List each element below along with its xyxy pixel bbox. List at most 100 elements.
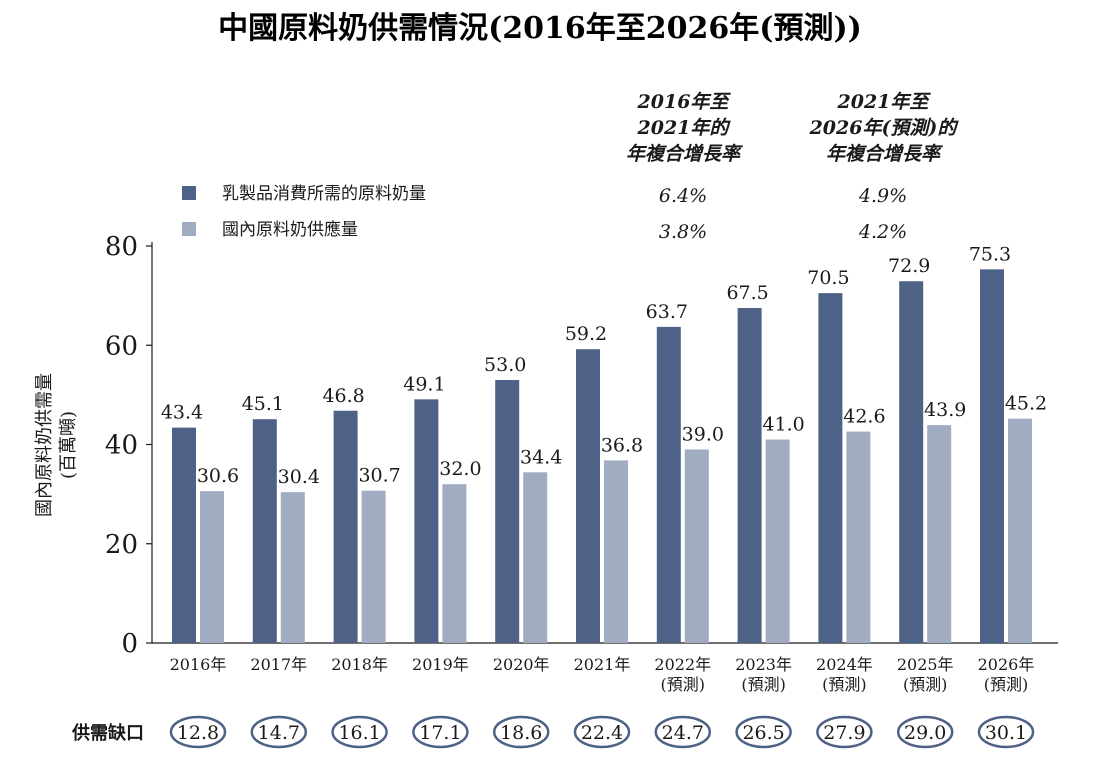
bar-demand [980,269,1004,643]
data-label-demand: 49.1 [403,373,445,395]
cagr-header-line: 年複合增長率 [826,143,943,165]
x-tick-label: 2021年 [574,655,631,674]
cagr-header-line: 2021年至 [837,91,932,113]
x-tick-label: (預測) [741,675,786,694]
gap-value: 16.1 [338,722,380,744]
legend-label-supply: 國內原料奶供應量 [222,219,358,240]
gap-oval [492,715,550,749]
cagr-value: 3.8% [659,221,707,243]
data-label-demand: 67.5 [726,282,768,304]
gap-value: 30.1 [985,722,1027,744]
gap-value: 14.7 [258,722,300,744]
data-label-supply: 30.4 [278,466,320,488]
gap-value: 27.9 [823,722,865,744]
cagr-header-line: 2026年(預測)的 [809,117,960,139]
x-tick-label: 2016年 [170,655,227,674]
gap-value: 12.8 [177,722,219,744]
gap-oval [250,715,308,749]
data-label-supply: 30.6 [197,465,239,487]
bar-supply [927,425,952,643]
gap-value: 17.1 [419,722,461,744]
data-label-supply: 30.7 [358,465,400,487]
data-label-supply: 41.0 [762,414,804,436]
x-tick-label: 2024年 [816,655,873,674]
bar-demand [737,308,762,643]
cagr-header-line: 年複合增長率 [626,143,743,165]
y-axis-title: 國內原料奶供需量 (百萬噸) [34,373,79,517]
gap-oval [977,715,1035,749]
gap-oval [816,715,873,749]
data-label-demand: 63.7 [646,301,688,323]
bar-demand [252,419,277,643]
bar-demand [818,293,843,643]
bar-supply [846,431,871,643]
gap-oval [654,715,712,749]
gap-value: 29.0 [904,722,946,744]
x-axis: 2016年 2017年 2018年 2019年 2020年 2021年 2022年(預測)2… [170,655,1035,694]
x-tick-label: 2023年 [735,655,792,674]
supply-demand-gap-row: 12.8 14.7 16.1 17.1 18.6 22.4 24.7 26.5 27.9 29.0… [71,715,1035,749]
bar-demand [414,399,439,643]
x-tick-label: 2022年 [654,655,711,674]
gap-value: 22.4 [581,722,623,744]
gap-oval [412,715,469,749]
legend-swatch-demand [182,186,196,200]
gap-oval [896,715,954,749]
bar-supply [604,460,628,643]
bar-supply [442,484,467,643]
data-label-demand: 46.8 [322,385,364,407]
bar-demand [656,326,681,643]
y-tick-label: 20 [105,530,138,560]
bar-supply [1008,418,1032,643]
y-tick-label: 60 [105,331,138,361]
data-label-demand: 75.3 [969,243,1011,265]
gap-row-label: 供需缺口 [71,722,144,744]
bar-supply [765,439,790,643]
y-axis-title-line: 國內原料奶供需量 [34,373,55,517]
x-tick-label: 2019年 [412,655,469,674]
gap-oval [331,715,388,749]
data-label-supply: 36.8 [601,434,643,456]
gap-oval [573,715,631,749]
data-label-demand: 45.1 [242,393,284,415]
bar-demand [899,281,924,643]
x-tick-label: 2017年 [250,655,307,674]
y-axis-label: 國內原料奶供需量 (百萬噸) [34,373,79,517]
bar-demand [172,427,196,643]
bar-demand [495,379,520,643]
bar-demand [576,349,600,643]
data-label-supply: 42.6 [843,406,885,428]
gap-oval [735,715,792,749]
y-tick-label: 0 [121,629,138,659]
x-tick-label: 2026年 [978,655,1035,674]
x-tick-label: 2020年 [493,655,550,674]
cagr-value: 4.9% [858,185,907,207]
data-label-supply: 34.4 [520,446,562,468]
data-label-demand: 70.5 [807,267,849,289]
bar-supply [280,492,305,643]
gap-value: 24.7 [662,722,704,744]
bar-supply [523,472,548,643]
bar-supply [200,491,224,643]
data-label-supply: 43.9 [924,399,966,421]
bar-supply [361,490,386,643]
data-label-supply: 45.2 [1005,393,1047,415]
gap-value: 18.6 [500,722,542,744]
legend-swatch-supply [182,222,196,236]
bar-supply [684,449,709,643]
cagr-header-line: 2016年至 [637,91,732,113]
bar-demand [333,410,358,643]
x-tick-label: (預測) [661,675,706,694]
gap-value: 26.5 [742,722,784,744]
bars: 43.4 30.6 45.1 30.4 46.8 30.7 49.1 32.0 53.0 34.4… [161,243,1047,643]
cagr-header-line: 2021年的 [637,117,732,139]
y-axis-title-line: (百萬噸) [58,411,79,479]
y-tick-label: 80 [105,232,138,262]
cagr-value: 4.2% [858,221,907,243]
x-tick-label: (預測) [984,675,1029,694]
data-label-demand: 53.0 [484,354,526,376]
chart-title: 中國原料奶供需情況(2016年至2026年(預測)) [218,11,862,46]
